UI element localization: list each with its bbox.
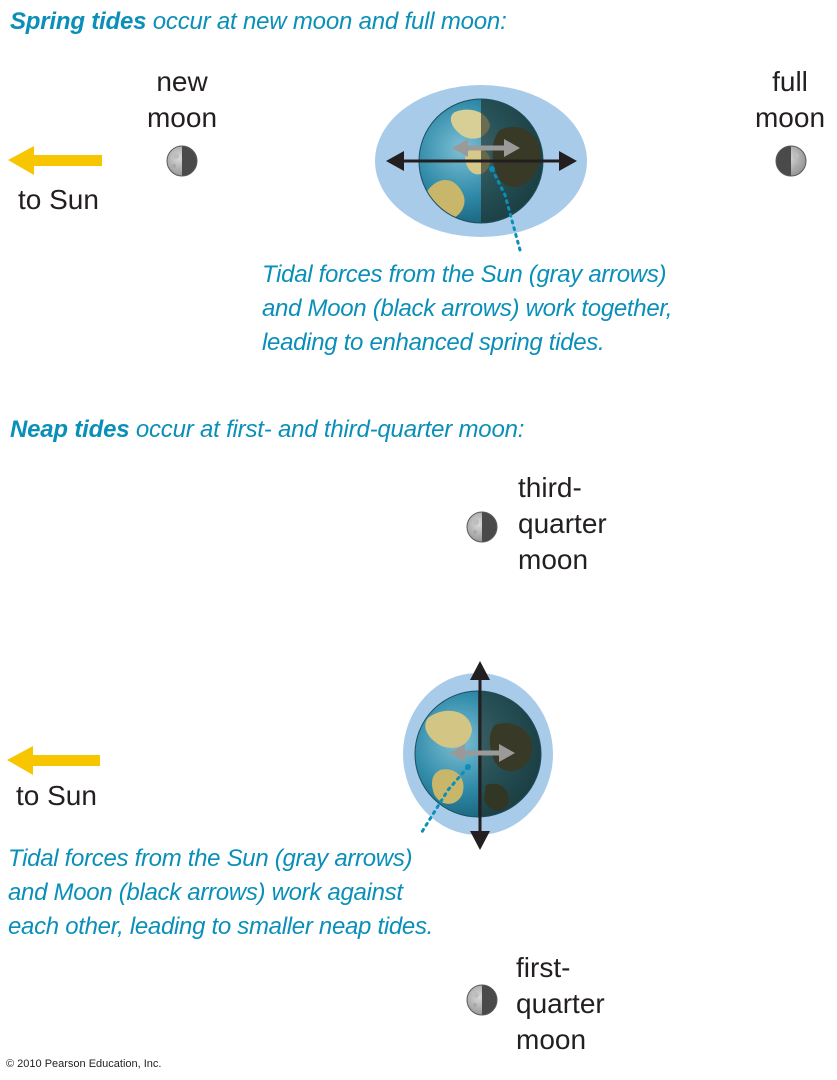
- neap-caption-line2: and Moon (black arrows) work against: [8, 879, 403, 906]
- new-moon-label-line1: new: [156, 66, 208, 97]
- new-moon-label: new moon: [140, 64, 224, 136]
- new-moon-icon: [166, 145, 198, 177]
- spring-to-sun-label: to Sun: [18, 182, 99, 218]
- neap-caption-line1: Tidal forces from the Sun (gray arrows): [8, 845, 413, 872]
- full-moon-label: full moon: [748, 64, 832, 136]
- neap-tides-heading-bold: Neap tides: [10, 416, 130, 443]
- spring-caption: Tidal forces from the Sun (gray arrows) …: [262, 258, 672, 360]
- spring-to-sun-text: to Sun: [18, 184, 99, 215]
- spring-sun-force-arrow: [452, 139, 520, 157]
- spring-tides-heading-bold: Spring tides: [10, 8, 147, 35]
- neap-sun-force-arrow: [449, 744, 515, 762]
- copyright-notice: © 2010 Pearson Education, Inc.: [6, 1058, 162, 1070]
- first-quarter-label-line2: quarter: [516, 988, 605, 1019]
- first-quarter-moon-icon: [466, 984, 498, 1016]
- full-moon-label-line1: full: [772, 66, 808, 97]
- spring-caption-line3: leading to enhanced spring tides.: [262, 329, 605, 356]
- spring-caption-line1: Tidal forces from the Sun (gray arrows): [262, 261, 667, 288]
- neap-sun-direction-arrow: [7, 746, 100, 775]
- neap-caption: Tidal forces from the Sun (gray arrows) …: [8, 842, 433, 944]
- neap-caption-leader: [418, 764, 471, 837]
- third-quarter-moon-icon: [466, 511, 498, 543]
- full-moon-icon: [775, 145, 807, 177]
- full-moon-label-line2: moon: [754, 102, 826, 133]
- spring-tides-heading-rest: occur at new moon and full moon:: [146, 8, 507, 35]
- spring-caption-line2: and Moon (black arrows) work together,: [262, 295, 673, 322]
- spring-moon-force-arrow: [386, 151, 577, 171]
- new-moon-label-line2: moon: [146, 102, 218, 133]
- first-quarter-label-line1: first-: [516, 952, 571, 983]
- first-quarter-moon-label: first- quarter moon: [516, 950, 605, 1058]
- neap-caption-line3: each other, leading to smaller neap tide…: [8, 913, 434, 940]
- first-quarter-label-line3: moon: [516, 1024, 587, 1055]
- neap-tides-heading-rest: occur at first- and third-quarter moon:: [129, 416, 525, 443]
- neap-to-sun-label: to Sun: [16, 778, 97, 814]
- third-quarter-label-line1: third-: [518, 472, 582, 503]
- spring-tides-heading: Spring tides occur at new moon and full …: [10, 8, 507, 36]
- spring-sun-direction-arrow: [8, 146, 102, 175]
- third-quarter-moon-label: third- quarter moon: [518, 470, 607, 578]
- neap-tides-heading: Neap tides occur at first- and third-qua…: [10, 416, 524, 444]
- neap-to-sun-text: to Sun: [16, 780, 97, 811]
- third-quarter-label-line3: moon: [518, 544, 589, 575]
- spring-caption-leader: [489, 166, 522, 252]
- third-quarter-label-line2: quarter: [518, 508, 607, 539]
